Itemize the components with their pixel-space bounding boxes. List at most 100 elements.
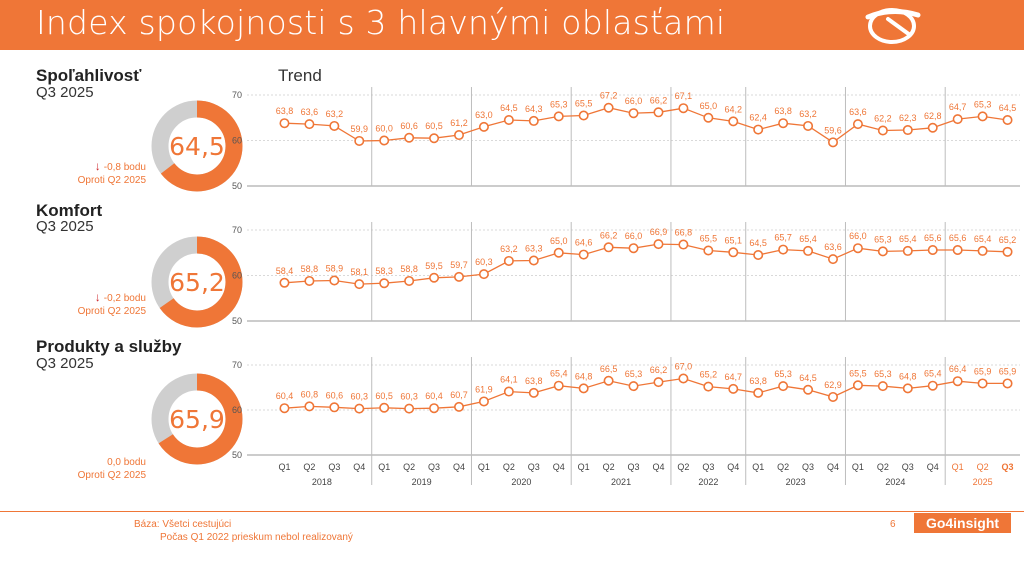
data-label: 65,3 <box>874 369 892 379</box>
data-label: 66,0 <box>625 96 643 106</box>
data-label: 65,0 <box>550 236 568 246</box>
data-point <box>927 122 938 133</box>
data-label: 61,9 <box>475 384 493 394</box>
data-label: 62,8 <box>924 111 942 121</box>
data-point <box>653 107 664 118</box>
data-label: 62,2 <box>874 113 892 123</box>
data-point <box>952 114 963 125</box>
data-label: 60,4 <box>425 391 443 401</box>
y-tick-label: 50 <box>232 181 242 191</box>
x-tick-label: Q1 <box>278 462 290 472</box>
data-point <box>852 243 863 254</box>
x-tick-label: Q4 <box>553 462 565 472</box>
data-point <box>678 239 689 250</box>
data-point <box>827 254 838 265</box>
data-point <box>329 275 340 286</box>
x-tick-label: Q3 <box>1002 462 1014 472</box>
data-point <box>678 373 689 384</box>
data-point <box>927 380 938 391</box>
trend-chart: 64,5 65,2 65,9 50 60 70 63,8 63,6 63,2 59,9 60,0 60… <box>151 87 1020 487</box>
data-label: 60,3 <box>475 257 493 267</box>
data-label: 65,4 <box>924 369 942 379</box>
data-point <box>503 115 514 126</box>
x-tick-label: Q4 <box>353 462 365 472</box>
x-tick-label: Q2 <box>303 462 315 472</box>
data-label: 64,5 <box>799 373 817 383</box>
data-label: 60,6 <box>326 390 344 400</box>
x-tick-label: Q4 <box>652 462 664 472</box>
data-label: 65,6 <box>924 233 942 243</box>
x-tick-label: Q2 <box>403 462 415 472</box>
data-label: 66,0 <box>625 231 643 241</box>
data-label: 59,9 <box>351 124 369 134</box>
arrow-down-icon: ↓ <box>94 290 101 304</box>
data-label: 64,3 <box>525 104 543 114</box>
data-label: 66,9 <box>650 227 668 237</box>
data-label: 65,2 <box>700 370 718 380</box>
x-tick-label: Q2 <box>603 462 615 472</box>
data-point <box>977 111 988 122</box>
data-label: 58,8 <box>301 264 319 274</box>
x-tick-label: Q2 <box>503 462 515 472</box>
data-point <box>478 121 489 132</box>
y-tick-label: 70 <box>232 225 242 235</box>
delta-reference: Oproti Q2 2025 <box>77 175 146 186</box>
y-tick-label: 70 <box>232 360 242 370</box>
x-tick-label: Q4 <box>827 462 839 472</box>
delta-value: 0,0 bodu <box>107 457 146 468</box>
delta-reference: Oproti Q2 2025 <box>77 470 146 481</box>
data-label: 63,8 <box>276 106 294 116</box>
data-point <box>902 125 913 136</box>
metric-period-comfort: Q3 2025 <box>36 218 94 235</box>
data-point <box>553 247 564 258</box>
data-point <box>304 119 315 130</box>
donut-value-arc <box>151 100 243 192</box>
data-label: 60,3 <box>351 392 369 402</box>
donut-value: 64,5 <box>169 132 225 161</box>
data-label: 65,9 <box>974 366 992 376</box>
page-number: 6 <box>890 519 896 530</box>
data-label: 64,8 <box>899 371 917 381</box>
data-label: 65,4 <box>799 234 817 244</box>
data-point <box>553 380 564 391</box>
data-label: 65,4 <box>974 234 992 244</box>
x-tick-label: Q2 <box>977 462 989 472</box>
data-point <box>678 103 689 114</box>
x-tick-label: Q1 <box>852 462 864 472</box>
data-point <box>952 245 963 256</box>
data-label: 66,2 <box>650 95 668 105</box>
delta-value: -0,8 bodu <box>103 162 146 173</box>
y-tick-label: 60 <box>232 271 242 281</box>
x-tick-label: Q3 <box>328 462 340 472</box>
data-label: 66,2 <box>600 230 618 240</box>
data-point <box>528 255 539 266</box>
data-point <box>404 403 415 414</box>
data-point <box>728 116 739 127</box>
data-label: 60,4 <box>276 391 294 401</box>
donut-value: 65,9 <box>169 405 225 434</box>
data-point <box>429 133 440 144</box>
data-point <box>877 246 888 257</box>
data-point <box>429 272 440 283</box>
data-point <box>354 403 365 414</box>
data-label: 63,3 <box>525 243 543 253</box>
data-label: 63,6 <box>849 107 867 117</box>
delta-value: -0,2 bodu <box>103 293 146 304</box>
data-label: 62,3 <box>899 113 917 123</box>
y-tick-label: 70 <box>232 90 242 100</box>
data-point <box>453 401 464 412</box>
data-point <box>653 377 664 388</box>
data-label: 58,8 <box>400 264 418 274</box>
data-label: 65,3 <box>774 369 792 379</box>
data-point <box>703 381 714 392</box>
donut-value-arc <box>151 373 243 465</box>
data-point <box>453 271 464 282</box>
data-label: 66,8 <box>675 228 693 238</box>
data-label: 67,1 <box>675 91 693 101</box>
data-label: 60,8 <box>301 389 319 399</box>
data-point <box>653 239 664 250</box>
data-point <box>827 391 838 402</box>
donut-value-arc <box>151 236 243 328</box>
x-tick-label: Q1 <box>478 462 490 472</box>
arrow-down-icon: ↓ <box>94 159 101 173</box>
